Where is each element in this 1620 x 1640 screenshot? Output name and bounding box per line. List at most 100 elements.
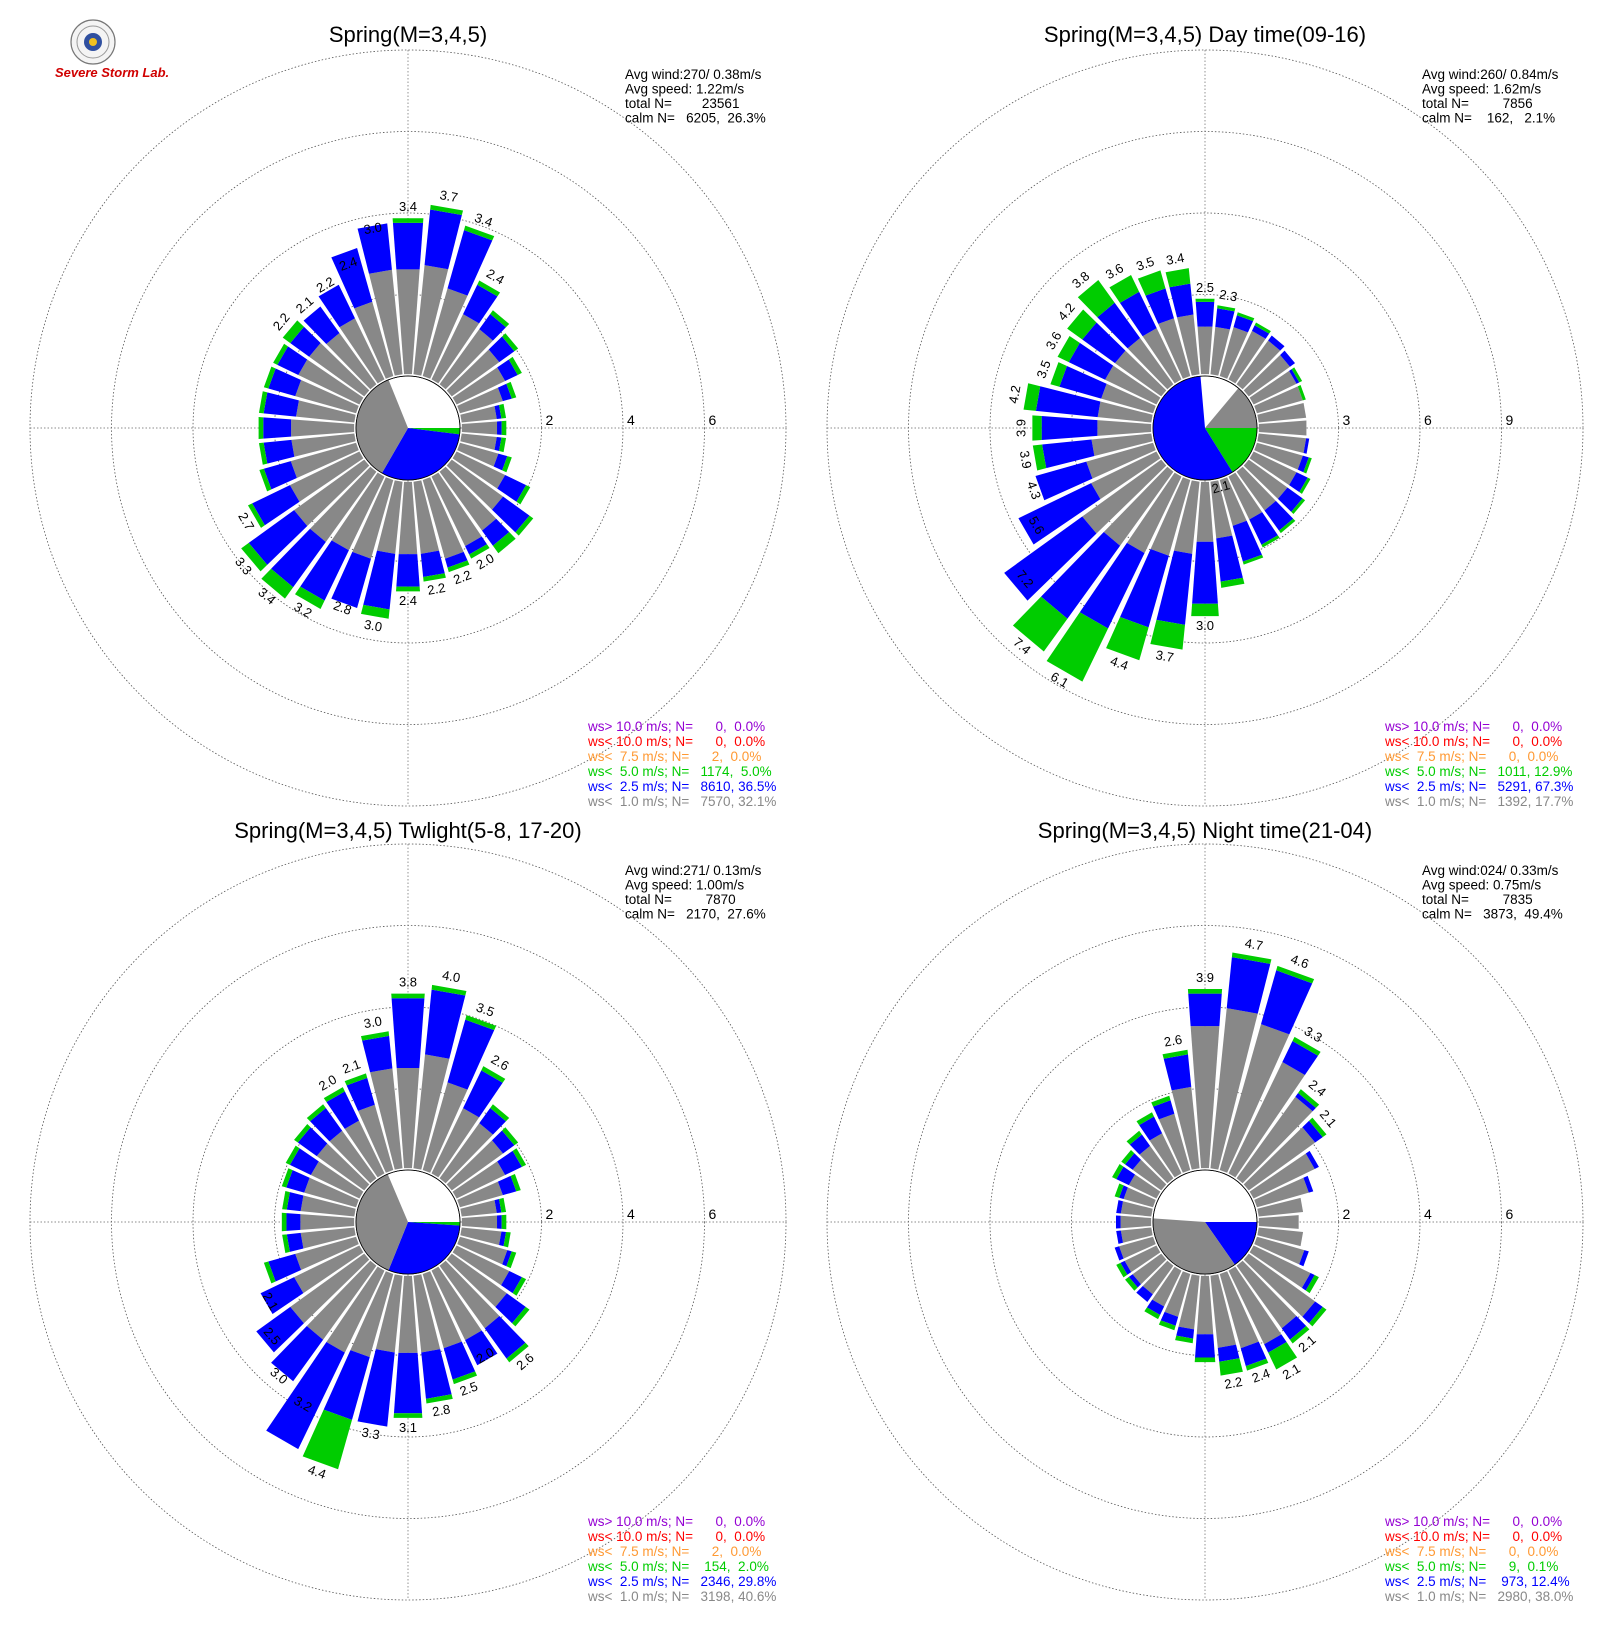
bar-segment-lt5 (1057, 335, 1080, 363)
bar-segment-lt2.5 (1226, 957, 1271, 1014)
bar-segment-lt5 (452, 1371, 478, 1385)
bar-segment-lt2.5 (318, 284, 355, 328)
bar-segment-lt5 (1151, 1095, 1171, 1107)
bar-segment-lt2.5 (1192, 541, 1218, 604)
bar-segment-lt5 (1231, 952, 1272, 964)
bar-value-label: 3.7 (1155, 647, 1175, 665)
bar-segment-lt2.5 (497, 359, 518, 382)
bar-segment-lt2.5 (326, 1091, 360, 1129)
bar-segment-lt2.5 (447, 230, 493, 296)
bar-segment-lt2.5 (479, 314, 506, 341)
bar-segment-lt2.5 (1068, 342, 1114, 380)
bar-value-label: 4.6 (1289, 951, 1311, 971)
bar-segment-lt2.5 (357, 1349, 395, 1427)
bar-segment-lt2.5 (494, 404, 502, 419)
bar-segment-lt2.5 (492, 1130, 515, 1154)
bar-segment-lt1 (1219, 1024, 1290, 1173)
bar-segment-lt2.5 (1042, 439, 1095, 469)
bar-segment-lt2.5 (1295, 1092, 1316, 1112)
bar-segment-lt5 (1114, 1183, 1124, 1198)
bar-segment-lt2.5 (1120, 1260, 1132, 1275)
bar-segment-lt2.5 (482, 518, 510, 546)
bar-segment-lt1 (300, 1227, 356, 1249)
bar-segment-lt2.5 (1116, 1200, 1123, 1214)
stat-line: Avg speed: 1.62m/s (1422, 82, 1541, 97)
bar-segment-lt5 (512, 1277, 527, 1296)
bar-segment-lt5 (499, 437, 507, 453)
calm-outline (1152, 375, 1258, 481)
bar-segment-lt2.5 (310, 1108, 343, 1142)
lab-emblem-icon (70, 19, 116, 65)
bar-segment-lt2.5 (1176, 1326, 1195, 1339)
bar-segment-lt1 (457, 442, 499, 467)
bar-segment-lt5 (477, 280, 501, 297)
bar-segment-lt2.5 (1289, 472, 1308, 493)
bar-segment-lt5 (273, 343, 288, 365)
bar-segment-lt2.5 (1160, 1311, 1179, 1326)
radial-tick-label: 3 (1343, 412, 1351, 428)
bar-segment-lt5 (258, 391, 268, 414)
bar-segment-lt5 (1012, 596, 1068, 652)
bar-segment-lt1 (1219, 327, 1248, 379)
bar-value-label: 2.1 (1210, 477, 1231, 496)
lab-logo: Severe Storm Lab. (55, 19, 169, 80)
bar-value-label: 3.5 (1033, 358, 1053, 380)
bar-segment-lt1 (1086, 442, 1156, 479)
bar-segment-lt5 (360, 1031, 390, 1041)
bar-segment-lt2.5 (497, 474, 527, 502)
bar-segment-lt1 (1228, 330, 1266, 384)
bar-segment-lt1 (1150, 477, 1191, 556)
bar-segment-lt1 (344, 1120, 385, 1178)
bar-segment-lt5 (282, 320, 304, 344)
bar-segment-lt2.5 (1041, 532, 1121, 619)
bar-segment-lt1 (352, 477, 394, 559)
bar-segment-lt5 (481, 1066, 506, 1083)
bar-segment-lt1 (452, 1161, 506, 1199)
bar-value-label: 2.4 (1306, 1077, 1329, 1100)
bar-segment-lt2.5 (393, 1352, 423, 1414)
bar-segment-lt1 (1097, 401, 1153, 423)
bar-segment-lt2.5 (484, 1316, 526, 1359)
bar-segment-lt2.5 (488, 336, 515, 363)
bar-segment-lt1 (461, 421, 498, 435)
bar-segment-lt2.5 (497, 1175, 517, 1196)
bar-segment-lt2.5 (1282, 1041, 1318, 1075)
bar-segment-lt1 (1219, 1271, 1259, 1349)
bar-segment-lt5 (282, 1234, 290, 1254)
bar-segment-lt5 (1046, 612, 1109, 682)
radial-tick-label: 6 (709, 412, 717, 428)
bar-segment-lt1 (1126, 472, 1182, 554)
stat-line: Avg wind:271/ 0.13m/s (625, 863, 762, 878)
bar-segment-lt2.5 (1195, 1334, 1215, 1358)
stat-line: Avg wind:270/ 0.38m/s (625, 67, 762, 82)
calm-sector (356, 379, 408, 474)
bar-value-label: 2.8 (331, 598, 353, 618)
bar-segment-lt5 (1136, 1112, 1154, 1126)
bar-segment-lt1 (396, 1067, 420, 1169)
bar-segment-lt2.5 (263, 461, 297, 490)
bar-segment-lt1 (296, 400, 356, 423)
bar-segment-lt5 (490, 1104, 510, 1122)
bar-value-label: 3.6 (1103, 260, 1126, 282)
legend-entry: ws< 5.0 m/s; N= 154, 2.0% (587, 1559, 769, 1574)
stat-line: total N= 7870 (625, 892, 736, 907)
bar-segment-lt5 (1150, 619, 1185, 650)
bar-value-label: 3.0 (363, 617, 383, 635)
bar-segment-lt1 (1196, 1275, 1214, 1335)
bar-segment-lt1 (439, 466, 497, 531)
bar-value-label: 3.9 (1017, 449, 1035, 469)
bar-segment-lt2.5 (248, 510, 308, 565)
bar-segment-lt2.5 (303, 306, 340, 344)
legend-entry: ws< 1.0 m/s; N= 2980, 38.0% (1384, 1589, 1573, 1604)
bar-segment-lt1 (1249, 451, 1297, 486)
bar-segment-lt5 (1077, 280, 1115, 318)
bar-segment-lt2.5 (1129, 1134, 1151, 1155)
bar-value-label: 2.6 (1163, 1032, 1183, 1050)
panel-title: Spring(M=3,4,5) Day time(09-16) (1044, 22, 1366, 47)
bar-segment-lt2.5 (1035, 461, 1093, 501)
stat-line: Avg wind:024/ 0.33m/s (1422, 863, 1559, 878)
bar-segment-lt1 (1158, 1113, 1191, 1173)
bar-segment-lt5 (263, 1261, 276, 1284)
bar-segment-lt5 (1291, 367, 1303, 383)
